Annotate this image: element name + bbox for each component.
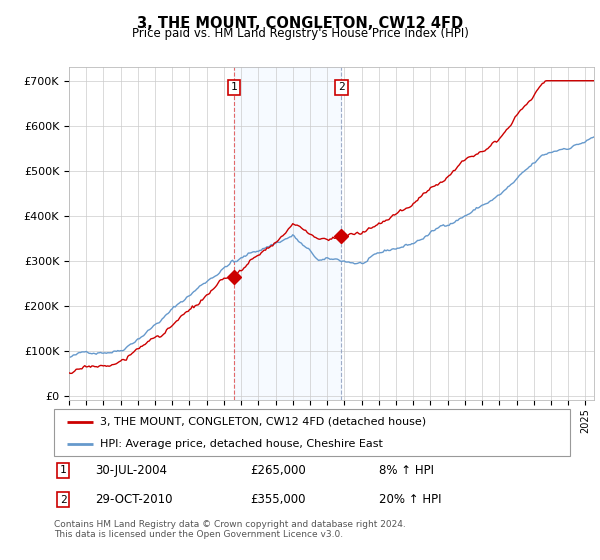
Text: 3, THE MOUNT, CONGLETON, CW12 4FD (detached house): 3, THE MOUNT, CONGLETON, CW12 4FD (detac… <box>100 417 427 427</box>
Text: 1: 1 <box>60 465 67 475</box>
Text: 20% ↑ HPI: 20% ↑ HPI <box>379 493 442 506</box>
Text: £265,000: £265,000 <box>250 464 306 477</box>
Text: HPI: Average price, detached house, Cheshire East: HPI: Average price, detached house, Ches… <box>100 438 383 449</box>
Text: 30-JUL-2004: 30-JUL-2004 <box>95 464 167 477</box>
Text: 2: 2 <box>338 82 345 92</box>
Text: 29-OCT-2010: 29-OCT-2010 <box>95 493 173 506</box>
Text: 1: 1 <box>230 82 237 92</box>
Text: 3, THE MOUNT, CONGLETON, CW12 4FD: 3, THE MOUNT, CONGLETON, CW12 4FD <box>137 16 463 31</box>
Text: 8% ↑ HPI: 8% ↑ HPI <box>379 464 434 477</box>
Text: 2: 2 <box>60 494 67 505</box>
FancyBboxPatch shape <box>54 409 570 456</box>
Bar <box>234 67 341 400</box>
Text: Contains HM Land Registry data © Crown copyright and database right 2024.
This d: Contains HM Land Registry data © Crown c… <box>54 520 406 539</box>
Text: £355,000: £355,000 <box>250 493 305 506</box>
Text: Price paid vs. HM Land Registry's House Price Index (HPI): Price paid vs. HM Land Registry's House … <box>131 27 469 40</box>
